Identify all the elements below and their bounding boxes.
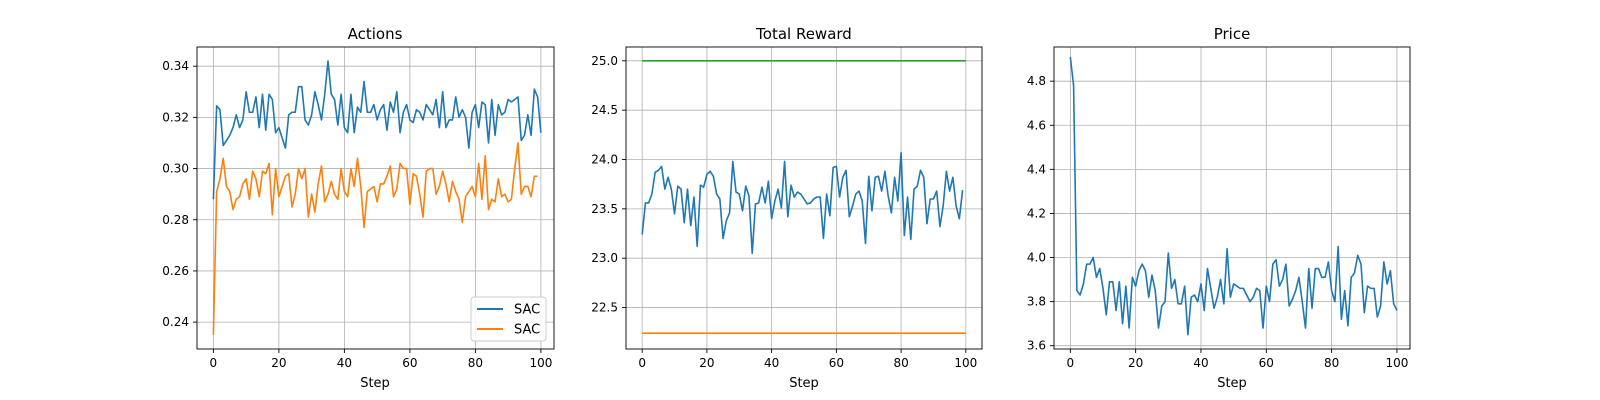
total-reward-ytick-label: 23.0 <box>591 251 618 265</box>
price-series-line-0 <box>1069 56 1398 336</box>
total-reward-axes-frame <box>625 46 983 350</box>
price-panel: Price Step 0 20 40 60 80 100 3.6 3.8 4.0 4.2 4.4 4.… <box>1027 25 1411 391</box>
legend-label-sac-blue: SAC <box>514 303 540 318</box>
actions-xtick-label: 40 <box>337 356 352 370</box>
actions-xtick-label: 100 <box>529 356 552 370</box>
total-reward-ytick-label: 24.0 <box>591 153 618 167</box>
price-title: Price <box>1214 25 1251 43</box>
total-reward-xlabel: Step <box>789 376 819 391</box>
total-reward-panel: Total Reward Step 0 20 40 60 80 100 22.5 23.0 23… <box>591 25 983 391</box>
actions-xtick-label: 20 <box>271 356 286 370</box>
price-xtick-label: 40 <box>1193 356 1208 370</box>
total-reward-ytick-label: 24.5 <box>591 103 618 117</box>
price-xlabel: Step <box>1217 376 1247 391</box>
actions-ytick-label: 0.30 <box>162 162 189 176</box>
actions-ytick-label: 0.28 <box>162 213 189 227</box>
total-reward-ytick-label: 23.5 <box>591 202 618 216</box>
actions-xtick-label: 0 <box>210 356 218 370</box>
actions-ytick-label: 0.34 <box>162 59 189 73</box>
price-ytick-label: 4.4 <box>1027 162 1046 176</box>
actions-ytick-label: 0.24 <box>162 315 189 329</box>
total-reward-xtick-label: 20 <box>699 356 714 370</box>
actions-ytick-label: 0.26 <box>162 264 189 278</box>
total-reward-series-line-2 <box>641 151 964 255</box>
actions-xtick-label: 60 <box>402 356 417 370</box>
actions-series-line-0 <box>212 60 542 200</box>
price-ytick-label: 3.8 <box>1027 295 1046 309</box>
price-axes-frame <box>1053 46 1411 350</box>
actions-panel: Actions Step 0 20 40 60 80 100 0.24 0.26 0.28 0.3… <box>162 25 555 391</box>
total-reward-xtick-label: 0 <box>638 356 646 370</box>
price-xtick-label: 100 <box>1385 356 1408 370</box>
total-reward-title: Total Reward <box>755 25 852 43</box>
price-ytick-label: 4.8 <box>1027 74 1046 88</box>
actions-axes-frame <box>196 46 555 350</box>
actions-series-line-1 <box>212 142 538 335</box>
price-ytick-label: 4.6 <box>1027 118 1046 132</box>
total-reward-xtick-label: 80 <box>893 356 908 370</box>
actions-ytick-label: 0.32 <box>162 110 189 124</box>
legend-label-sac-orange: SAC <box>514 323 540 338</box>
price-xtick-label: 20 <box>1128 356 1143 370</box>
price-ytick-label: 4.0 <box>1027 251 1046 265</box>
total-reward-xtick-label: 40 <box>764 356 779 370</box>
actions-xlabel: Step <box>360 376 390 391</box>
price-xtick-label: 80 <box>1324 356 1339 370</box>
actions-title: Actions <box>348 25 403 43</box>
actions-xtick-label: 80 <box>468 356 483 370</box>
price-xtick-label: 60 <box>1259 356 1274 370</box>
price-xtick-label: 0 <box>1067 356 1075 370</box>
total-reward-ytick-label: 22.5 <box>591 301 618 315</box>
total-reward-xtick-label: 60 <box>829 356 844 370</box>
actions-legend: SAC SAC <box>470 296 547 342</box>
price-ytick-label: 3.6 <box>1027 339 1046 353</box>
total-reward-ytick-label: 25.0 <box>591 54 618 68</box>
price-ytick-label: 4.2 <box>1027 206 1046 220</box>
total-reward-xtick-label: 100 <box>954 356 977 370</box>
